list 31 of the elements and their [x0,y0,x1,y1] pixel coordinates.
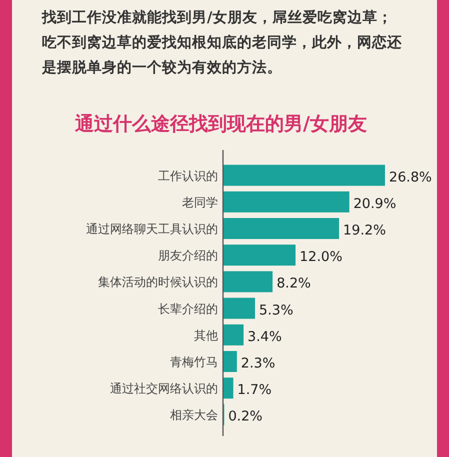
y-tick-label: 通过网络聊天工具认识的 [86,222,218,236]
data-label: 26.8% [389,169,432,186]
y-tick-label: 青梅竹马 [170,355,218,369]
text: 找到工作没准就能找到男/女朋友，屌丝爱吃窝边草；吃不到窝边草的爱找知根知底的老同学，此外，网恋还是摆脱单身的一个较为有效的方法。 [41,8,403,76]
bar [223,298,256,319]
bar [223,244,296,266]
bar [223,191,350,212]
data-label: 1.7% [237,382,272,398]
y-tick-label: 老同学 [182,195,218,210]
data-label: 19.2% [343,222,386,238]
bar [223,218,340,239]
data-label: 20.9% [353,196,396,212]
bar [223,351,237,372]
y-tick-label: 相亲大会 [170,408,218,422]
y-tick-label: 长辈介绍的 [158,302,218,316]
y-tick-label: 集体活动的时候认识的 [98,275,218,290]
data-label: 8.2% [276,276,312,292]
y-tick-label: 通过社交网络认识的 [110,382,218,396]
bar [223,324,244,346]
bar [223,164,385,186]
data-label: 12.0% [300,249,343,266]
data-label: 2.3% [240,356,276,372]
y-tick-label: 朋友介绍的 [158,248,218,263]
chart-title: 通过什么途径找到现在的男/女朋友 [74,113,367,135]
data-label: 3.4% [248,328,282,345]
y-tick-label: 其他 [194,328,218,342]
y-tick-label: 工作认识的 [158,168,218,183]
data-label: 0.2% [228,408,263,425]
bar [223,271,273,292]
bar [223,378,234,399]
data-label: 5.3% [259,302,294,318]
